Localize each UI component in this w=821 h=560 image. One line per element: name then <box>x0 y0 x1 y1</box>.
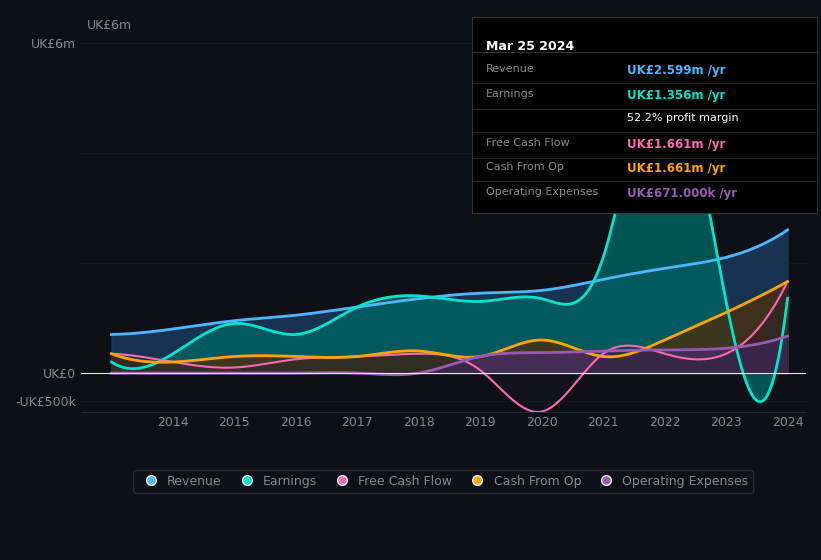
Text: Earnings: Earnings <box>486 90 534 99</box>
Text: UK£1.356m /yr: UK£1.356m /yr <box>627 90 726 102</box>
Text: Revenue: Revenue <box>486 64 534 74</box>
Text: UK£671.000k /yr: UK£671.000k /yr <box>627 187 737 200</box>
Text: UK£6m: UK£6m <box>87 18 132 31</box>
Text: Free Cash Flow: Free Cash Flow <box>486 138 570 148</box>
Text: Mar 25 2024: Mar 25 2024 <box>486 40 574 53</box>
Text: UK£1.661m /yr: UK£1.661m /yr <box>627 138 726 151</box>
Text: UK£2.599m /yr: UK£2.599m /yr <box>627 64 726 77</box>
Text: Cash From Op: Cash From Op <box>486 162 564 172</box>
Text: 52.2% profit margin: 52.2% profit margin <box>627 113 739 123</box>
Text: UK£1.661m /yr: UK£1.661m /yr <box>627 162 726 175</box>
Legend: Revenue, Earnings, Free Cash Flow, Cash From Op, Operating Expenses: Revenue, Earnings, Free Cash Flow, Cash … <box>133 470 754 493</box>
Text: Operating Expenses: Operating Expenses <box>486 187 599 197</box>
